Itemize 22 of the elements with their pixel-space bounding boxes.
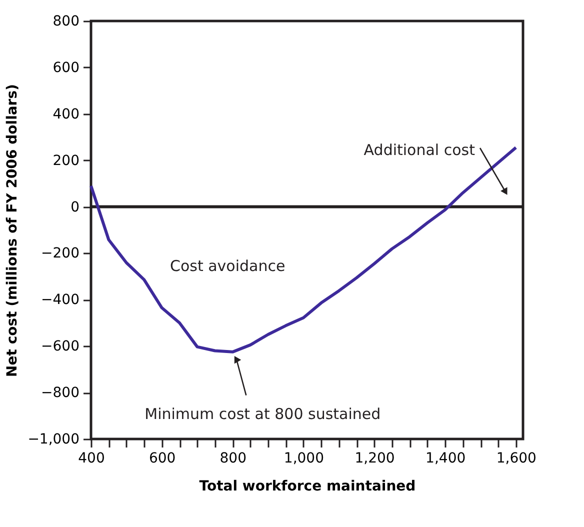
y-axis-title: Net cost (millions of FY 2006 dollars) <box>4 84 21 377</box>
x-tick-label: 600 <box>148 450 176 466</box>
annotation: Minimum cost at 800 sustained <box>144 404 381 423</box>
x-tick-label: 1,400 <box>426 450 466 466</box>
y-tick-label: 200 <box>52 152 80 169</box>
y-tick-label: 800 <box>52 14 80 30</box>
y-tick-label: −600 <box>41 338 80 355</box>
y-tick-label: −400 <box>41 292 80 308</box>
y-tick-label: 600 <box>52 60 80 76</box>
annotation: Cost avoidance <box>170 257 286 275</box>
x-tick-label: 400 <box>78 450 105 466</box>
annotation: Additional cost <box>364 141 476 159</box>
y-tick-label: 0 <box>70 199 80 216</box>
y-tick-label: −200 <box>41 246 80 262</box>
x-tick-label: 1,200 <box>354 450 395 466</box>
x-tick-label: 1,000 <box>284 450 324 466</box>
y-tick-label: −1,000 <box>28 432 80 448</box>
x-tick-label: 800 <box>220 450 247 466</box>
x-tick-label: 1,600 <box>496 450 536 466</box>
y-tick-label: 400 <box>52 106 80 122</box>
y-tick-label: −800 <box>41 385 80 402</box>
x-axis-title: Total workforce maintained <box>199 478 416 494</box>
